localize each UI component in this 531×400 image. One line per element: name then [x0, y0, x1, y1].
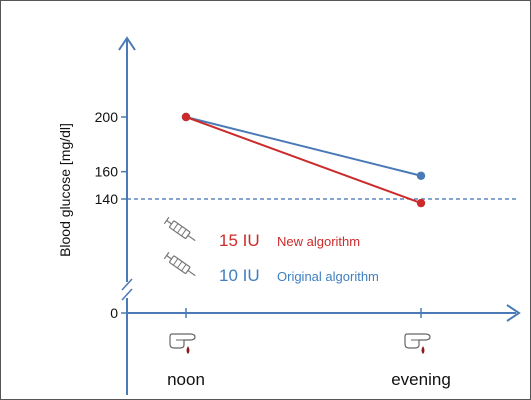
- x-category-label: noon: [167, 370, 205, 389]
- data-point: [181, 112, 191, 122]
- finger-blood-drop-icon: [404, 333, 431, 354]
- x-categories: noon evening: [167, 308, 451, 389]
- data-point: [416, 198, 426, 208]
- x-category-label: evening: [391, 370, 451, 389]
- axis-break-mark: [121, 278, 133, 301]
- y-tick-label: 200: [95, 109, 119, 125]
- series-line: [185, 116, 422, 177]
- legend-dose: 15 IU: [219, 231, 260, 250]
- data-point: [416, 171, 426, 180]
- y-tick-label: 0: [110, 305, 118, 321]
- syringe-icon: [163, 251, 196, 277]
- y-ticks: 0 140 160 200: [95, 109, 127, 321]
- legend: 15 IU New algorithm 10 IU Original algorith…: [163, 216, 379, 285]
- y-tick-label: 160: [95, 164, 119, 180]
- x-axis-arrow: [506, 304, 521, 322]
- y-axis-arrow: [118, 36, 136, 51]
- legend-dose: 10 IU: [219, 266, 260, 285]
- series-layer: [181, 112, 426, 208]
- y-tick-label: 140: [95, 191, 119, 207]
- syringe-icon: [163, 216, 196, 242]
- y-axis-title: Blood glucose [mg/dl]: [57, 123, 73, 257]
- legend-label: New algorithm: [277, 234, 360, 249]
- finger-blood-drop-icon: [169, 333, 196, 354]
- legend-label: Original algorithm: [277, 269, 379, 284]
- series-line: [185, 116, 422, 205]
